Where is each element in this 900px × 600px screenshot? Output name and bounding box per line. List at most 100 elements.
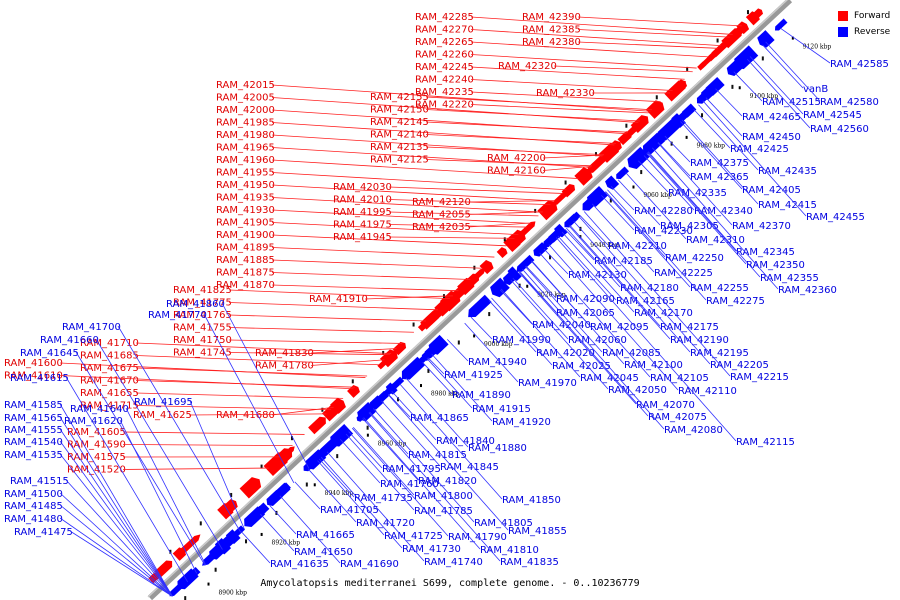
forward-leader-line — [553, 65, 693, 73]
reverse-gene-label: RAM_42415 — [758, 200, 817, 211]
kbp-tick-label: 8960 kbp — [378, 440, 407, 447]
forward-gene-label: RAM_41960 — [216, 155, 275, 166]
reverse-leader-line — [638, 160, 669, 193]
forward-gene-block — [753, 8, 764, 19]
genome-backbone — [147, 0, 793, 600]
reverse-leader-line — [427, 357, 445, 375]
forward-gene-label: RAM_41825 — [173, 285, 232, 296]
forward-gene-label: RAM_42270 — [415, 25, 474, 36]
reverse-gene-label: RAM_41795 — [382, 464, 441, 475]
reverse-gene-label: RAM_41730 — [402, 544, 461, 555]
reverse-gene-label: RAM_42465 — [742, 112, 801, 123]
reverse-leader-line — [539, 252, 651, 378]
forward-gene-block — [736, 21, 750, 35]
reverse-leader-line — [340, 439, 381, 484]
reverse-leader-line — [780, 27, 831, 64]
feature-mark — [686, 66, 689, 71]
forward-leader-line — [271, 84, 651, 112]
forward-leader-line — [271, 284, 459, 292]
reverse-gene-label: RAM_41865 — [410, 413, 469, 424]
reverse-gene-label: RAM_41925 — [444, 370, 503, 381]
reverse-gene-label: RAM_42205 — [710, 360, 769, 371]
reverse-leader-line — [59, 416, 173, 597]
reverse-leader-line — [95, 338, 223, 550]
reverse-leader-line — [345, 433, 415, 511]
reverse-gene-label: RAM_42060 — [568, 335, 627, 346]
forward-gene-label: RAM_41975 — [333, 220, 392, 231]
feature-mark — [397, 397, 400, 402]
forward-swatch — [838, 11, 848, 21]
reverse-leader-line — [426, 358, 473, 409]
reverse-gene-label: RAM_41940 — [468, 357, 527, 368]
reverse-leader-line — [557, 235, 617, 301]
forward-gene-label: RAM_41765 — [173, 310, 232, 321]
reverse-leader-line — [647, 151, 761, 278]
forward-gene-label: RAM_41895 — [216, 243, 275, 254]
forward-gene-label: RAM_41675 — [80, 363, 139, 374]
reverse-leader-line — [75, 351, 206, 566]
reverse-gene-block — [516, 254, 535, 272]
forward-gene-block — [444, 286, 466, 307]
forward-leader-line — [228, 339, 402, 344]
forward-gene-label: RAM_41715 — [80, 401, 139, 412]
forward-gene-label: RAM_41885 — [216, 255, 275, 266]
feature-mark — [351, 379, 354, 384]
forward-gene-label: RAM_41575 — [67, 452, 126, 463]
reverse-leader-line — [680, 121, 743, 190]
reverse-leader-line — [119, 419, 198, 574]
forward-leader-line — [271, 184, 555, 202]
forward-leader-line — [135, 405, 332, 411]
feature-mark — [336, 454, 339, 459]
reverse-gene-label: RAM_41845 — [440, 462, 499, 473]
forward-gene-block — [675, 79, 688, 91]
legend-reverse: Reverse — [838, 24, 898, 40]
forward-leader-line — [388, 186, 563, 194]
reverse-gene-label: RAM_41535 — [4, 450, 63, 461]
reverse-leader-line — [579, 215, 609, 246]
reverse-gene-label: RAM_42185 — [594, 256, 653, 267]
reverse-gene-label: RAM_41695 — [134, 397, 193, 408]
forward-leader-line — [271, 97, 639, 123]
reverse-leader-line — [500, 288, 581, 378]
forward-leader-line — [364, 295, 453, 300]
feature-mark — [701, 113, 704, 118]
reverse-gene-label: RAM_41990 — [492, 335, 551, 346]
reverse-gene-label: RAM_42425 — [730, 144, 789, 155]
reverse-gene-label: RAM_41890 — [452, 390, 511, 401]
feature-mark — [245, 539, 248, 544]
reverse-gene-label: RAM_42275 — [706, 296, 765, 307]
reverse-leader-line — [125, 407, 207, 566]
forward-leader-line — [542, 165, 592, 171]
feature-mark — [609, 198, 612, 203]
reverse-gene-label: RAM_41555 — [4, 425, 63, 436]
legend-forward: Forward — [838, 8, 898, 24]
kbp-tick-mark — [419, 384, 422, 388]
reverse-leader-line — [564, 229, 595, 261]
kbp-tick-mark — [632, 185, 635, 189]
reverse-gene-block — [278, 482, 291, 495]
reverse-gene-label: RAM_41790 — [448, 532, 507, 543]
reverse-leader-line — [362, 418, 419, 481]
forward-gene-label: RAM_42030 — [333, 182, 392, 193]
reverse-leader-line — [294, 481, 321, 510]
forward-leader-line — [228, 314, 426, 322]
reverse-gene-block — [705, 76, 725, 96]
reverse-gene-block — [774, 18, 788, 31]
reverse-leader-line — [617, 179, 661, 226]
forward-leader-line — [425, 96, 653, 111]
reverse-gene-label: RAM_42255 — [690, 283, 749, 294]
reverse-gene-label: RAM_41810 — [480, 545, 539, 556]
forward-gene-label: RAM_41900 — [216, 230, 275, 241]
forward-gene-block — [392, 341, 407, 356]
reverse-leader-line — [318, 458, 355, 498]
forward-leader-line — [467, 211, 543, 215]
reverse-gene-block — [468, 294, 492, 318]
reverse-leader-line — [610, 186, 635, 211]
reverse-gene-label: RAM_42360 — [778, 285, 837, 296]
reverse-leader-line — [369, 411, 409, 455]
reverse-leader-line — [568, 225, 671, 340]
forward-gene-label: RAM_42160 — [487, 166, 546, 177]
forward-gene-label: RAM_41995 — [333, 207, 392, 218]
reverse-gene-label: RAM_42040 — [532, 320, 591, 331]
reverse-label: Reverse — [854, 27, 891, 37]
